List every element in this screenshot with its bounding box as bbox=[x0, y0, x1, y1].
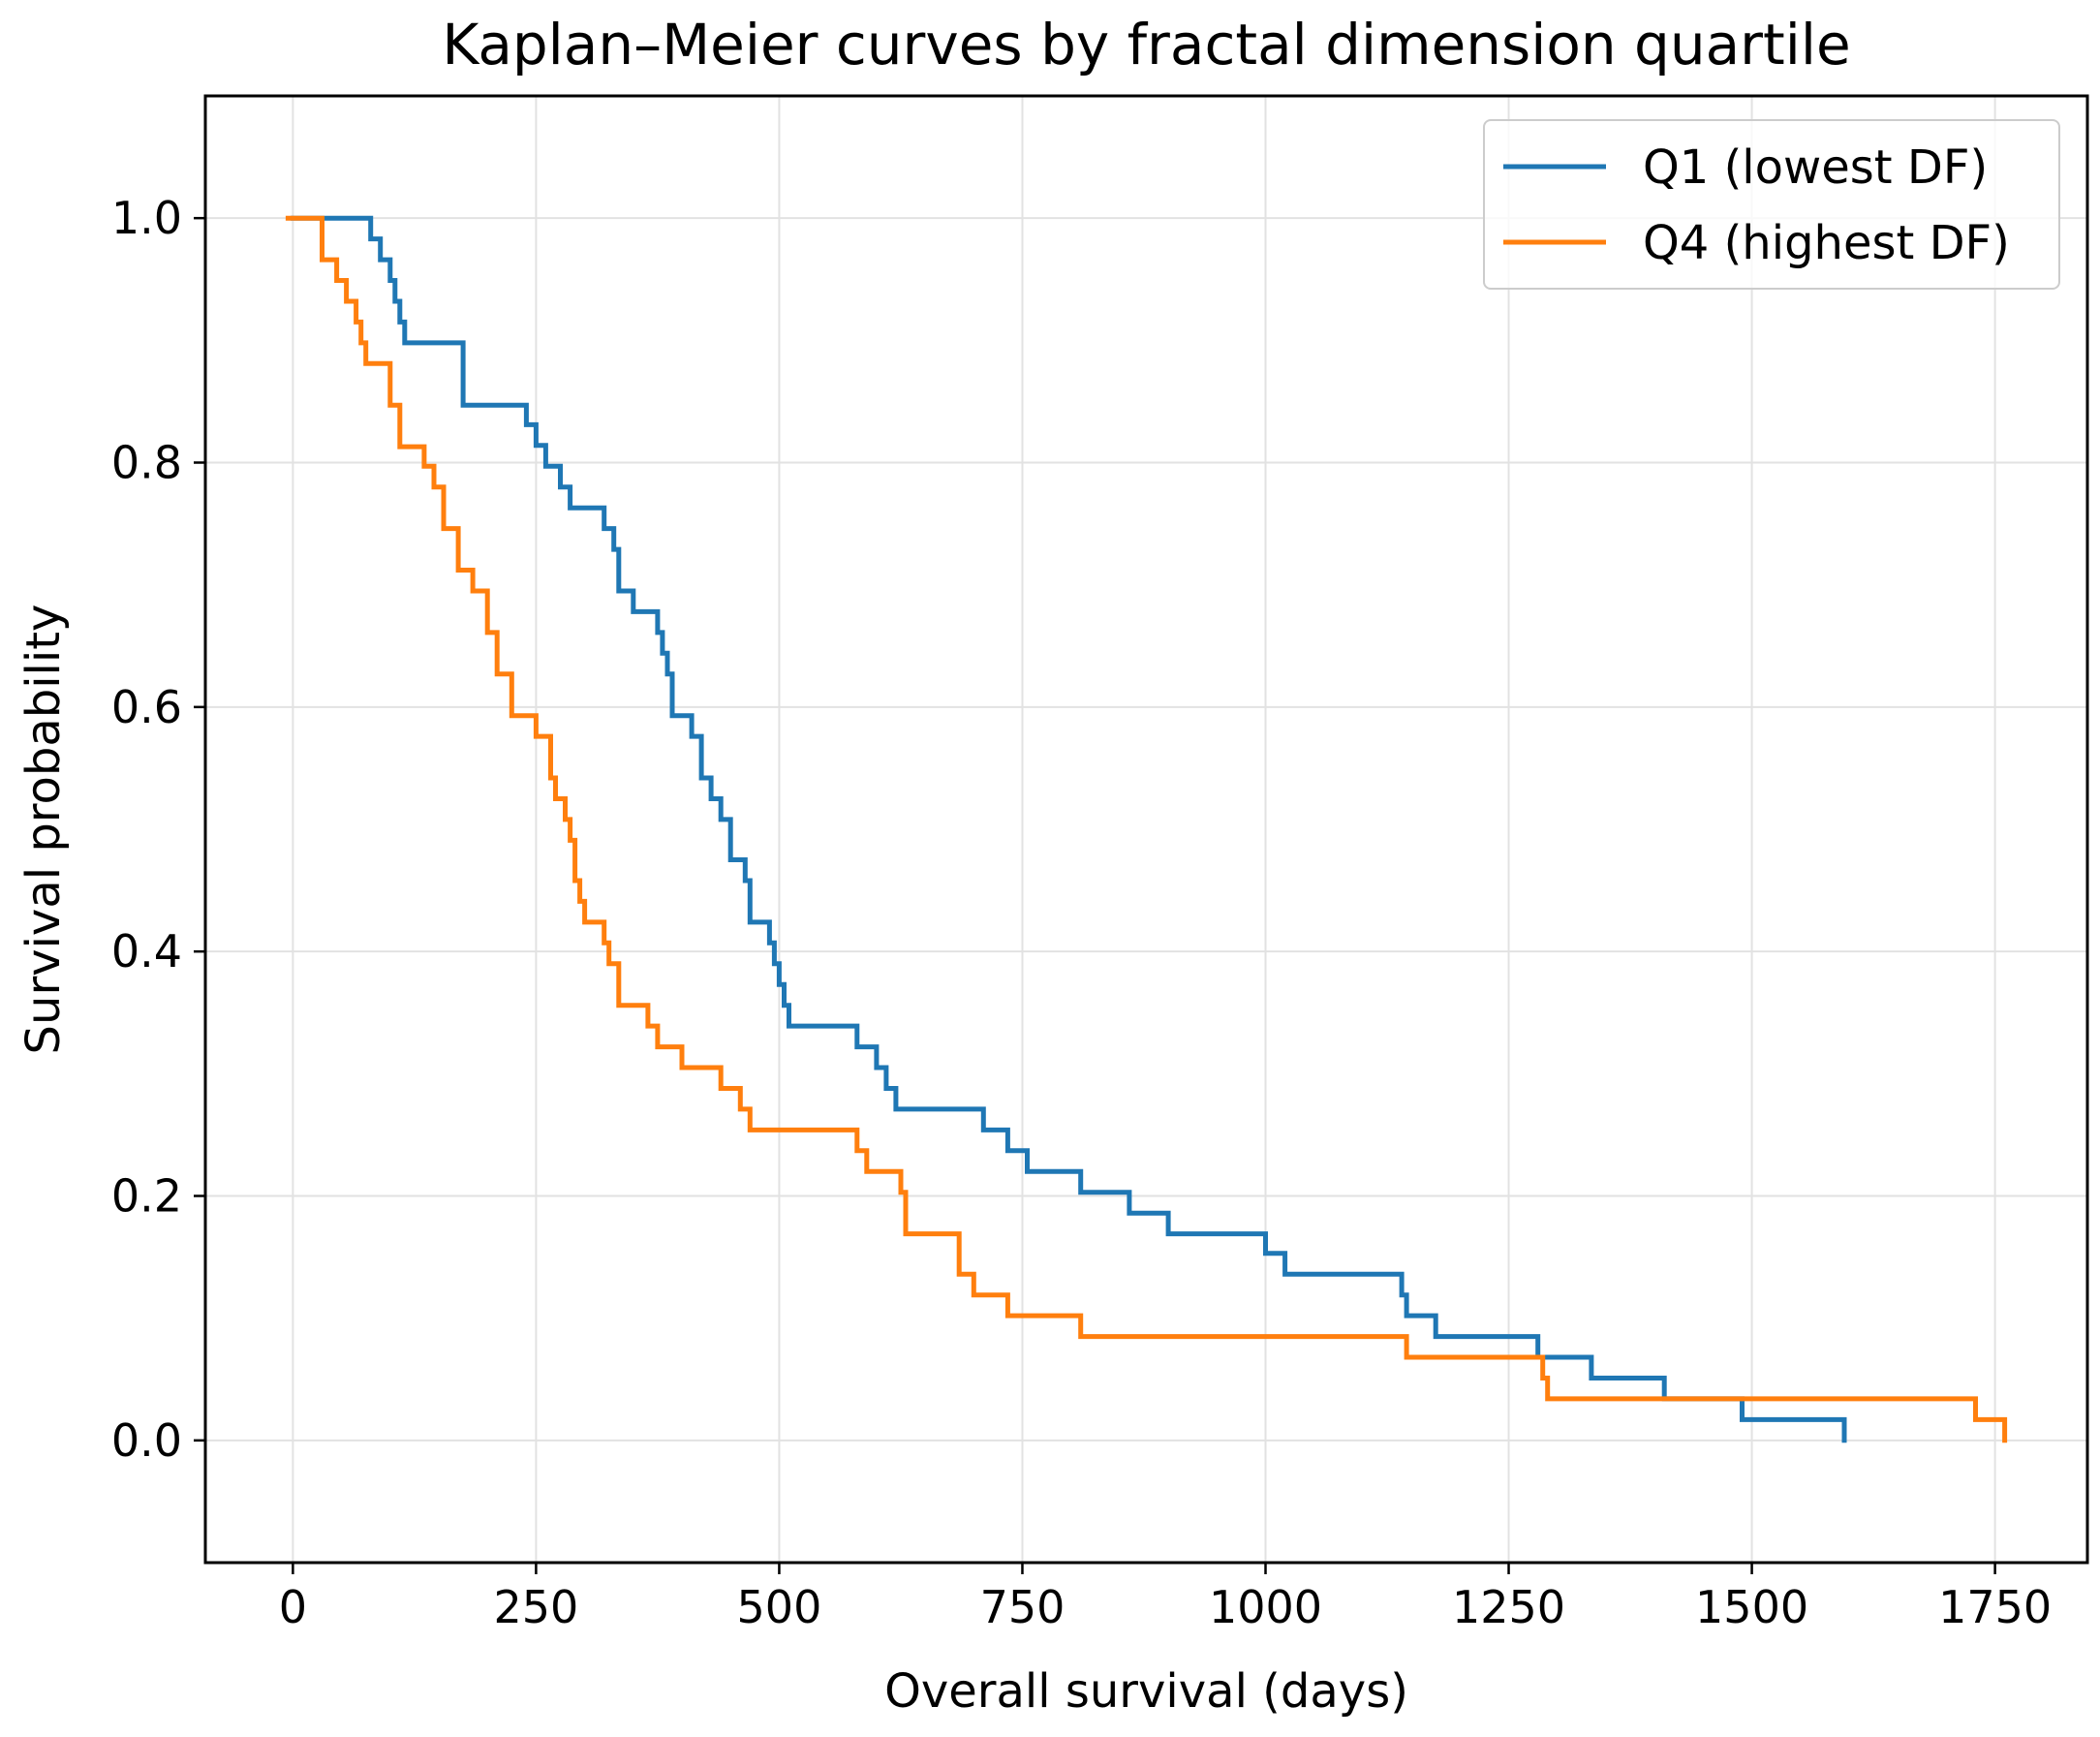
x-tick-label: 0 bbox=[279, 1581, 307, 1633]
series-layer bbox=[285, 215, 2008, 1443]
series-line-q1 bbox=[290, 215, 1847, 1443]
x-tick-label: 1500 bbox=[1695, 1581, 1808, 1633]
y-tick-label: 1.0 bbox=[111, 192, 182, 244]
legend-label-q4: Q4 (highest DF) bbox=[1643, 216, 2010, 270]
series-line-q4 bbox=[285, 215, 2008, 1443]
x-tick-label: 250 bbox=[493, 1581, 578, 1633]
legend-label-q1: Q1 (lowest DF) bbox=[1643, 140, 1988, 195]
legend-box bbox=[1483, 119, 2060, 290]
x-tick-label: 750 bbox=[980, 1581, 1065, 1633]
y-tick-label: 0.2 bbox=[111, 1170, 182, 1223]
y-axis-title: Survival probability bbox=[16, 605, 71, 1055]
x-tick-label: 1250 bbox=[1452, 1581, 1565, 1633]
legend: Q1 (lowest DF) Q4 (highest DF) bbox=[1483, 119, 2060, 290]
x-tick-label: 500 bbox=[737, 1581, 822, 1633]
y-tick-label: 0.8 bbox=[111, 437, 182, 489]
chart-title: Kaplan–Meier curves by fractal dimension… bbox=[442, 12, 1850, 78]
y-tick-label: 0.0 bbox=[111, 1414, 182, 1467]
x-axis-title: Overall survival (days) bbox=[884, 1664, 1408, 1719]
plot-area-frame bbox=[203, 94, 2089, 1565]
y-tick-label: 0.4 bbox=[111, 925, 182, 977]
axis-ticks: 0 250 500 750 1000 1250 1500 1750 0.0 0.2 0.4 0.6 0.… bbox=[111, 192, 2052, 1633]
x-tick-label: 1000 bbox=[1209, 1581, 1322, 1633]
x-tick-label: 1750 bbox=[1938, 1581, 2052, 1633]
grid-lines bbox=[205, 96, 2087, 1563]
y-tick-label: 0.6 bbox=[111, 681, 182, 733]
